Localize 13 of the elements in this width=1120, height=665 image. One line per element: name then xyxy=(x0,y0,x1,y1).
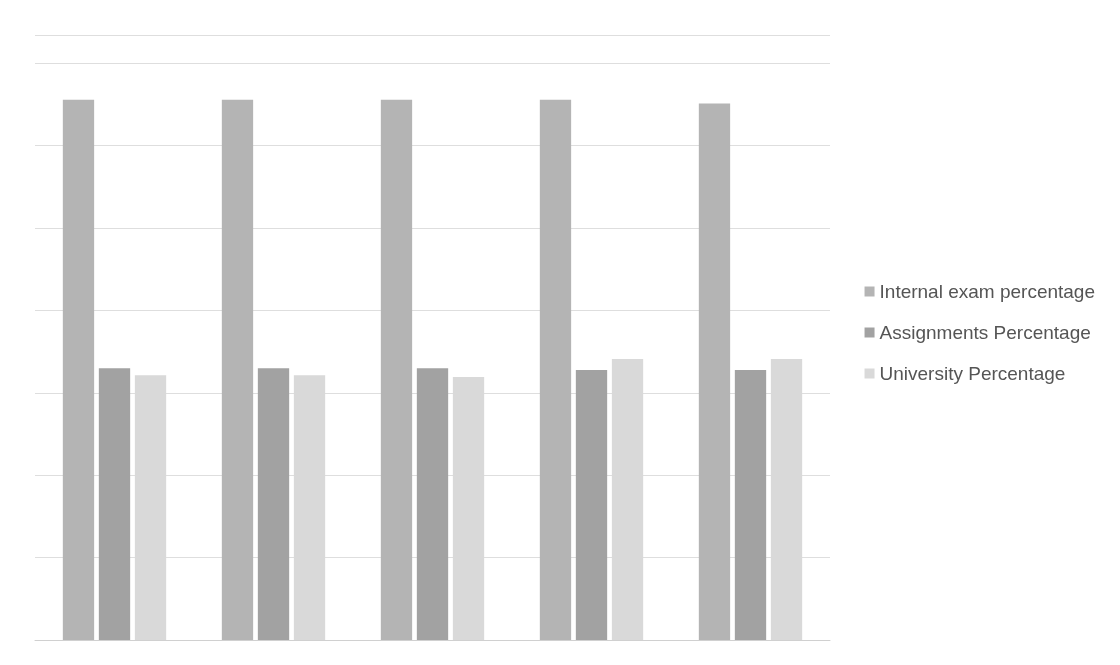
legend-label: Internal exam percentage xyxy=(879,281,1095,302)
bar xyxy=(98,368,131,640)
bar xyxy=(416,368,449,640)
bar xyxy=(575,369,608,640)
bar xyxy=(257,368,290,640)
bar xyxy=(62,99,95,640)
legend-label: Assignments Percentage xyxy=(879,322,1091,343)
bar xyxy=(734,369,767,640)
bar xyxy=(698,103,731,640)
legend-label: University Percentage xyxy=(879,363,1066,384)
bar xyxy=(380,99,413,640)
bar xyxy=(221,99,254,640)
bar xyxy=(539,99,572,640)
